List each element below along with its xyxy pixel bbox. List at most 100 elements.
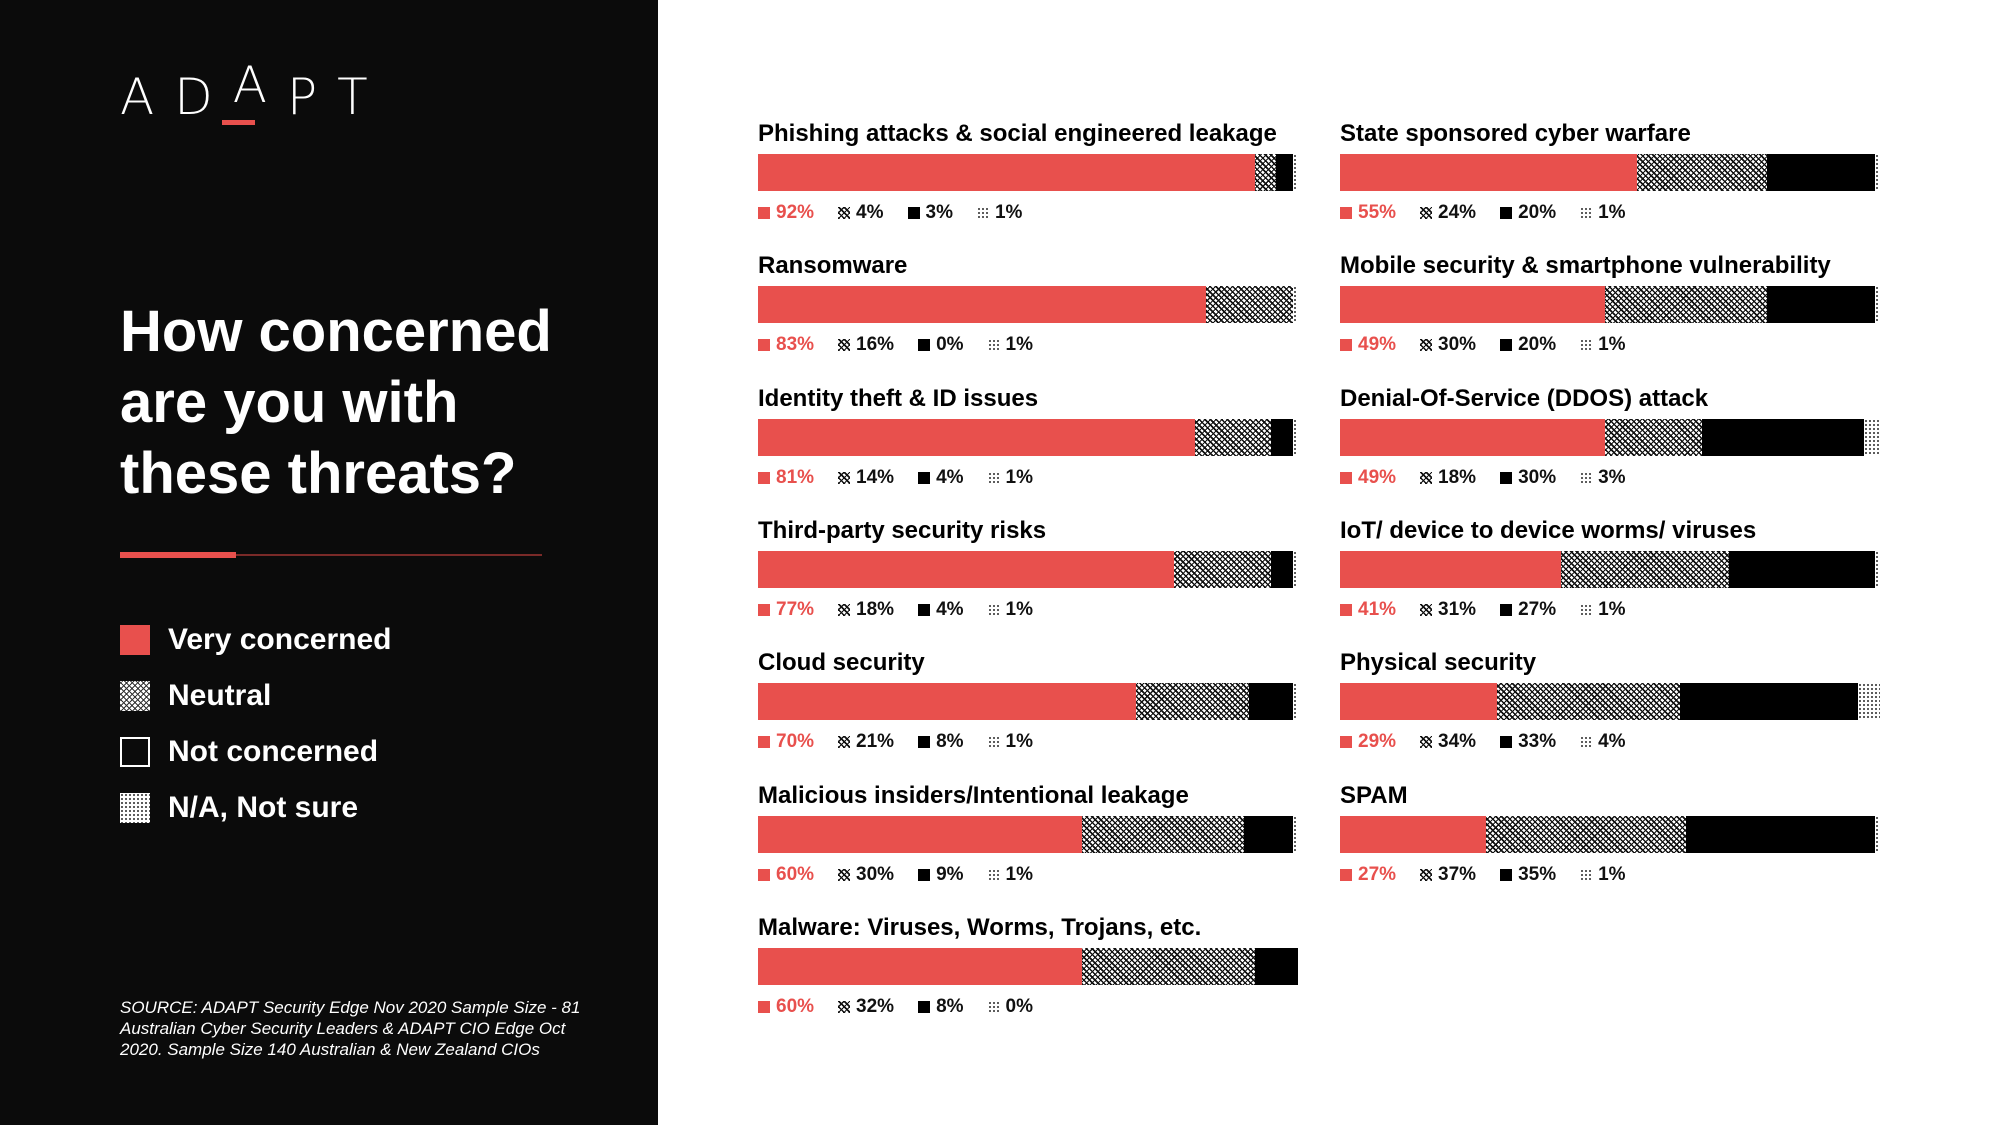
na-segment [1292,815,1298,853]
data-label: 1% [1580,599,1626,621]
data-label-value: 8% [936,995,964,1017]
very-concerned-icon [1340,868,1352,881]
not-concerned-segment [1270,550,1293,588]
not-concerned-icon [918,868,931,881]
na-segment [1874,815,1880,853]
data-label: 35% [1500,864,1556,886]
chart-item: Ransomware 83% 16% 0% 1% [758,252,1303,362]
data-label-value: 1% [994,202,1023,223]
neutral-segment [1082,947,1255,985]
logo-letter: D [174,68,233,126]
data-label-value: 70% [776,731,815,753]
very-concerned-segment [1340,418,1605,456]
logo-letter: A [232,56,287,114]
logo-accent-underline [222,120,255,125]
data-label-value: 35% [1518,863,1557,885]
neutral-segment [1496,683,1681,721]
legend-item-na: N/A, Not sure [120,780,391,836]
neutral-icon [838,207,851,219]
data-label: 1% [987,334,1033,356]
neutral-icon [838,339,851,352]
threat-title: Physical security [1340,649,1537,677]
stacked-bar [758,154,1298,191]
na-segment [1292,683,1298,721]
data-label-value: 33% [1518,731,1557,753]
data-label: 4% [918,467,964,489]
data-label-value: 29% [1358,731,1397,753]
neutral-swatch-icon [120,681,150,711]
neutral-segment [1195,418,1271,456]
data-label-value: 3% [925,202,953,223]
very-concerned-segment [758,815,1082,853]
data-label-value: 24% [1438,202,1477,223]
data-label: 1% [987,467,1033,489]
data-label: 3% [1580,466,1626,489]
not-concerned-segment [1244,815,1293,853]
neutral-segment [1254,154,1277,191]
neutral-segment [1604,286,1767,324]
source-note: SOURCE: ADAPT Security Edge Nov 2020 Sam… [120,997,590,1060]
value-labels: 27% 37% 35% 1% [1340,864,1650,886]
data-label: 55% [1340,202,1396,224]
data-label-value: 0% [1005,995,1033,1017]
neutral-icon [1420,736,1433,749]
title-line: are you with [120,370,459,435]
value-labels: 77% 18% 4% 1% [758,599,1057,621]
chart-item: State sponsored cyber warfare 55% 24% 20% 1% [1340,120,1885,230]
chart-item: Identity theft & ID issues 81% 14% 4% 1% [758,385,1303,495]
left-panel: ADAPT How concerned are you with these t… [0,0,658,1125]
very-concerned-segment [758,286,1207,324]
stacked-bar [758,683,1298,721]
very-concerned-icon [758,471,770,484]
not-concerned-icon [918,339,931,352]
neutral-icon [1420,868,1433,881]
na-icon [987,339,1000,352]
very-concerned-icon [758,1000,770,1013]
neutral-icon [838,1000,851,1013]
data-label: 0% [918,334,964,356]
data-label: 24% [1420,202,1476,224]
value-labels: 92% 4% 3% 1% [758,202,1046,224]
not-concerned-icon [1500,868,1513,881]
data-label-value: 55% [1358,202,1397,223]
data-label: 30% [1420,334,1476,356]
neutral-icon [1420,207,1433,219]
data-label: 32% [838,996,894,1018]
data-label: 60% [758,864,814,886]
na-icon [976,207,989,219]
data-label: 41% [1340,599,1396,621]
legend-label: Very concerned [168,623,392,656]
not-concerned-segment [1701,418,1864,456]
data-label-value: 92% [776,202,815,223]
neutral-icon [838,868,851,881]
data-label: 8% [918,731,964,753]
data-label-value: 49% [1358,334,1397,356]
neutral-icon [838,603,851,616]
chart-item: Third-party security risks 77% 18% 4% 1% [758,517,1303,627]
threats-chart: Phishing attacks & social engineered lea… [658,0,2000,1125]
data-label: 4% [1580,731,1626,753]
threat-title: IoT/ device to device worms/ viruses [1340,516,1757,544]
chart-item: Phishing attacks & social engineered lea… [758,120,1303,230]
threat-title: Phishing attacks & social engineered lea… [758,120,1277,147]
very-concerned-icon [1340,736,1352,749]
not-concerned-icon [1500,736,1513,749]
logo-letter: P [286,68,338,126]
data-label-value: 77% [776,598,815,620]
data-label-value: 30% [1518,466,1557,488]
very-concerned-icon [1340,207,1352,219]
data-label-value: 3% [1598,466,1626,488]
data-label-value: 34% [1438,731,1477,753]
na-segment [1874,286,1880,324]
chart-item: Malicious insiders/Intentional leakage 60… [758,782,1303,892]
data-label: 30% [838,864,894,886]
na-swatch-icon [120,793,150,823]
data-label-value: 4% [1598,731,1626,753]
data-label: 3% [907,202,953,224]
threat-title: Ransomware [758,252,908,280]
na-segment [1874,154,1880,191]
data-label: 1% [1580,202,1626,224]
stacked-bar [758,286,1298,324]
data-label: 60% [758,996,814,1018]
not-concerned-segment [1276,154,1293,191]
